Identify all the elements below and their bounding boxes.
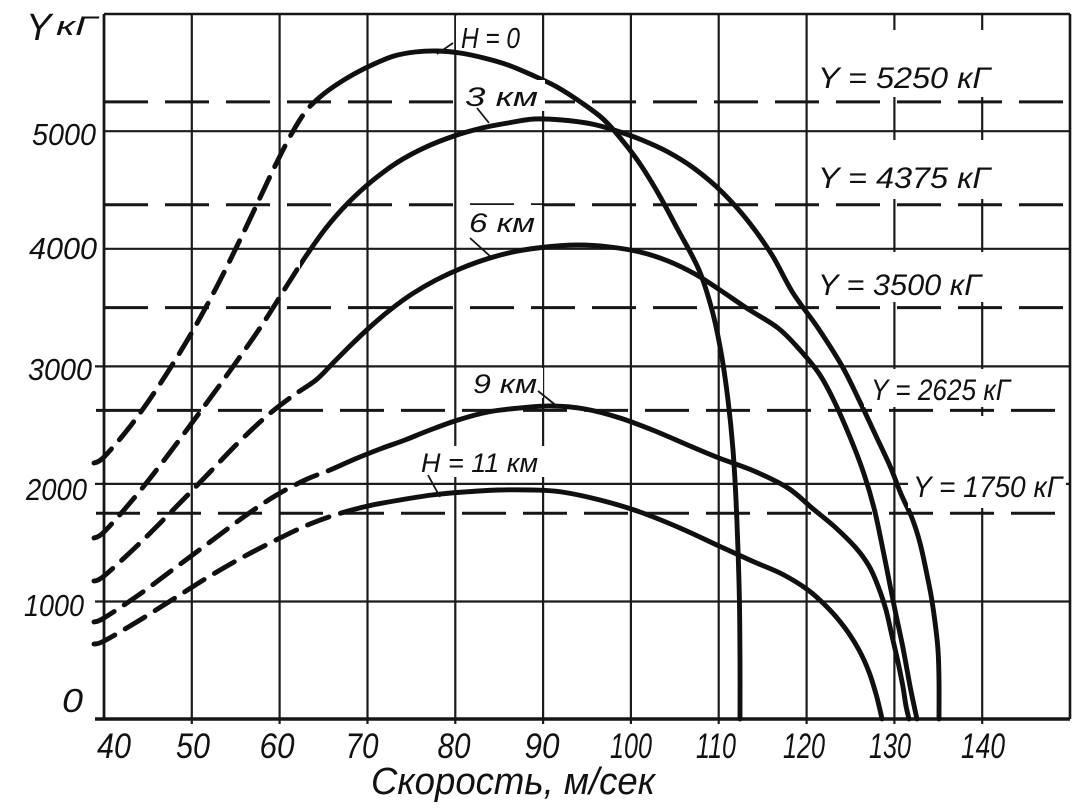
svg-text:80: 80 xyxy=(438,727,471,766)
svg-text:120: 120 xyxy=(783,727,825,766)
svg-text:50: 50 xyxy=(176,727,210,766)
svg-text:2000: 2000 xyxy=(25,472,87,507)
svg-text:H = 0: H = 0 xyxy=(461,23,520,55)
svg-text:140: 140 xyxy=(961,727,1005,766)
svg-text:H = 11 км: H = 11 км xyxy=(421,448,538,478)
svg-text:6 км: 6 км xyxy=(469,208,535,238)
svg-text:100: 100 xyxy=(610,727,652,766)
svg-text:9 км: 9 км xyxy=(473,369,537,399)
svg-text:1000: 1000 xyxy=(24,588,84,623)
svg-text:3000: 3000 xyxy=(28,352,92,387)
svg-text:110: 110 xyxy=(696,727,736,766)
svg-text:60: 60 xyxy=(260,727,295,766)
svg-text:Y = 4375 кГ: Y = 4375 кГ xyxy=(818,162,993,195)
svg-text:70: 70 xyxy=(346,727,379,766)
svg-text:40: 40 xyxy=(97,727,131,766)
svg-text:5000: 5000 xyxy=(32,117,96,152)
svg-text:Y = 2625 кГ: Y = 2625 кГ xyxy=(871,374,1012,407)
svg-text:4000: 4000 xyxy=(29,231,97,266)
svg-text:90: 90 xyxy=(525,727,560,766)
svg-text:3 км: 3 км xyxy=(465,82,538,112)
svg-text:кГ: кГ xyxy=(56,11,100,41)
svg-text:Скорость, м/сек: Скорость, м/сек xyxy=(371,761,657,803)
svg-text:Y = 5250 кГ: Y = 5250 кГ xyxy=(818,62,993,95)
svg-text:Y = 3500 кГ: Y = 3500 кГ xyxy=(818,269,984,302)
svg-text:130: 130 xyxy=(869,727,911,766)
svg-text:0: 0 xyxy=(62,682,84,719)
svg-text:Y = 1750 кГ: Y = 1750 кГ xyxy=(913,471,1065,504)
svg-text:Y: Y xyxy=(26,7,54,49)
